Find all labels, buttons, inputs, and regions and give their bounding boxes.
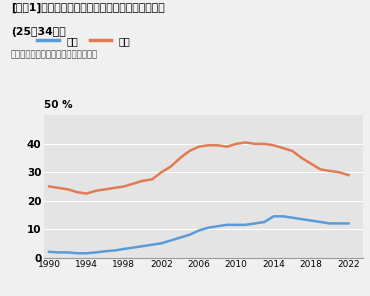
Text: [図表1]雇用者に占める非正規雇用者の割合の推移: [図表1]雇用者に占める非正規雇用者の割合の推移 xyxy=(11,3,165,13)
Text: 50 %: 50 % xyxy=(44,99,73,110)
Legend: 男性, 女性: 男性, 女性 xyxy=(33,32,135,50)
Text: (25〒34歳）: (25〒34歳） xyxy=(11,27,66,37)
Text: 資料：総務省「労働力調査」より作成: 資料：総務省「労働力調査」より作成 xyxy=(11,50,98,59)
